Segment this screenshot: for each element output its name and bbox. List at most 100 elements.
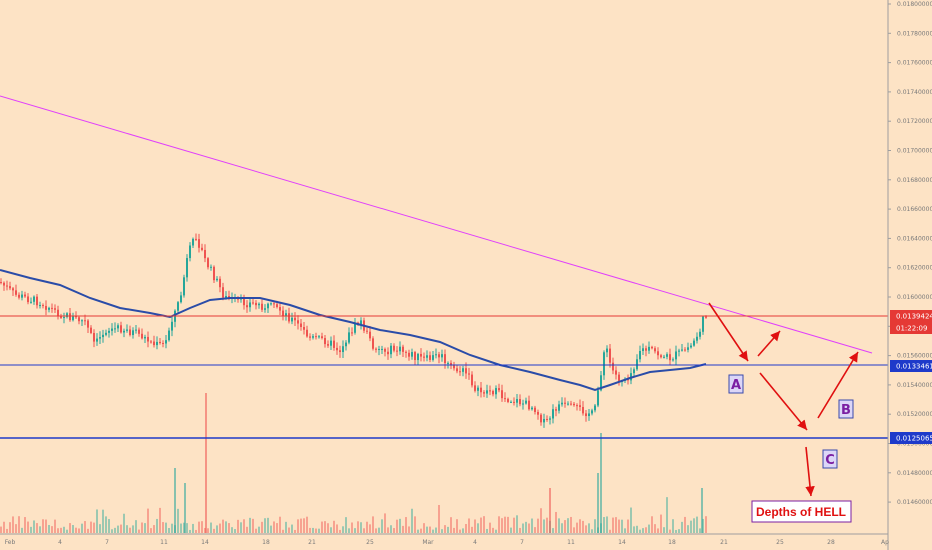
x-tick-label: Mar [422,539,434,546]
volume-bar [219,523,221,533]
volume-bar [327,523,329,533]
volume-bar [114,527,116,533]
volume-bar [81,523,83,533]
candle-body [69,313,71,321]
volume-bar [180,523,182,533]
candle-body [381,348,383,350]
candle-body [534,407,536,412]
volume-bar [618,519,620,533]
volume-bar [465,523,467,533]
volume-bar [513,517,515,533]
volume-bar [546,517,548,533]
candle-body [147,336,149,342]
projection-arrow [759,372,808,431]
y-tick-label: 0.01760000 [897,60,932,67]
candle-body [30,301,32,303]
candle-body [663,356,665,358]
y-tick-label: 0.01660000 [897,206,932,213]
candle-body [342,346,344,353]
price-tags: 0.01394246 01:22:09 0.01334616 0.01250653 [890,310,932,444]
volume-bar [147,508,149,533]
volume-bar [474,519,476,533]
candle-body [141,333,143,339]
volume-bar [522,523,524,533]
candle-body [612,362,614,371]
candle-body [411,352,413,357]
volume-bar [189,529,191,533]
candle-body [138,329,140,334]
candle-body [405,351,407,353]
volume-bar [177,508,179,533]
volume-bar [33,520,35,533]
candle-body [249,302,251,308]
volume-bar [381,519,383,533]
candle-body [81,320,83,322]
volume-bar [207,528,209,533]
candle-body [426,355,428,358]
volume-bar [540,508,542,533]
volume-bar [159,507,161,533]
volume-bar [393,528,395,533]
candle-body [432,355,434,360]
candle-body [45,305,47,310]
candle-body [498,388,500,391]
volume-bar [531,518,533,533]
candle-body [285,313,287,316]
volume-bar [210,522,212,533]
volume-bar [15,524,17,533]
volume-bar [525,521,527,533]
volume-bar [69,523,71,533]
y-tick-label: 0.01680000 [897,177,932,184]
candle-body [501,390,503,399]
volume-bar [372,516,374,533]
volume-bar [3,521,5,533]
candle-body [675,351,677,360]
candle-body [651,346,653,349]
candle-body [162,342,164,344]
volume-bar [426,526,428,533]
volume-bar [558,518,560,533]
candle-body [66,313,68,318]
candle-body [210,266,212,268]
volume-bar [519,527,521,533]
candle-body [180,295,182,303]
candle-body [276,304,278,308]
volume-bar [429,526,431,533]
candle-body [444,354,446,364]
candle-body [312,336,314,338]
volume-bar [303,518,305,533]
volume-bar [453,527,455,533]
volume-bar [552,528,554,533]
volume-bar [231,527,233,533]
volume-bar [669,529,671,533]
candle-body [525,400,527,404]
volume-bar-spike [184,483,186,533]
volume-bar [108,519,110,533]
volume-bar [18,516,20,533]
candle-body [12,288,14,291]
candle-body [195,238,197,240]
candle-body [315,336,317,338]
volume-bar [144,523,146,533]
candle-body [654,348,656,352]
candle-body [96,338,98,342]
volume-bar [198,521,200,533]
candle-body [516,399,518,403]
volume-bar [273,521,275,533]
candle-body [33,296,35,302]
candle-body [459,371,461,373]
candle-body [546,418,548,420]
candle-body [639,350,641,360]
volume-bar [399,518,401,533]
volume-bar [615,517,617,533]
candle-body [177,302,179,311]
y-tick-label: 0.01780000 [897,30,932,37]
candle-body [354,322,356,333]
volume-bar [390,525,392,533]
candle-body [300,323,302,328]
volume-bar [63,526,65,533]
volume-bar-spike [549,488,551,533]
candle-body [159,341,161,343]
volume-bar [483,516,485,533]
